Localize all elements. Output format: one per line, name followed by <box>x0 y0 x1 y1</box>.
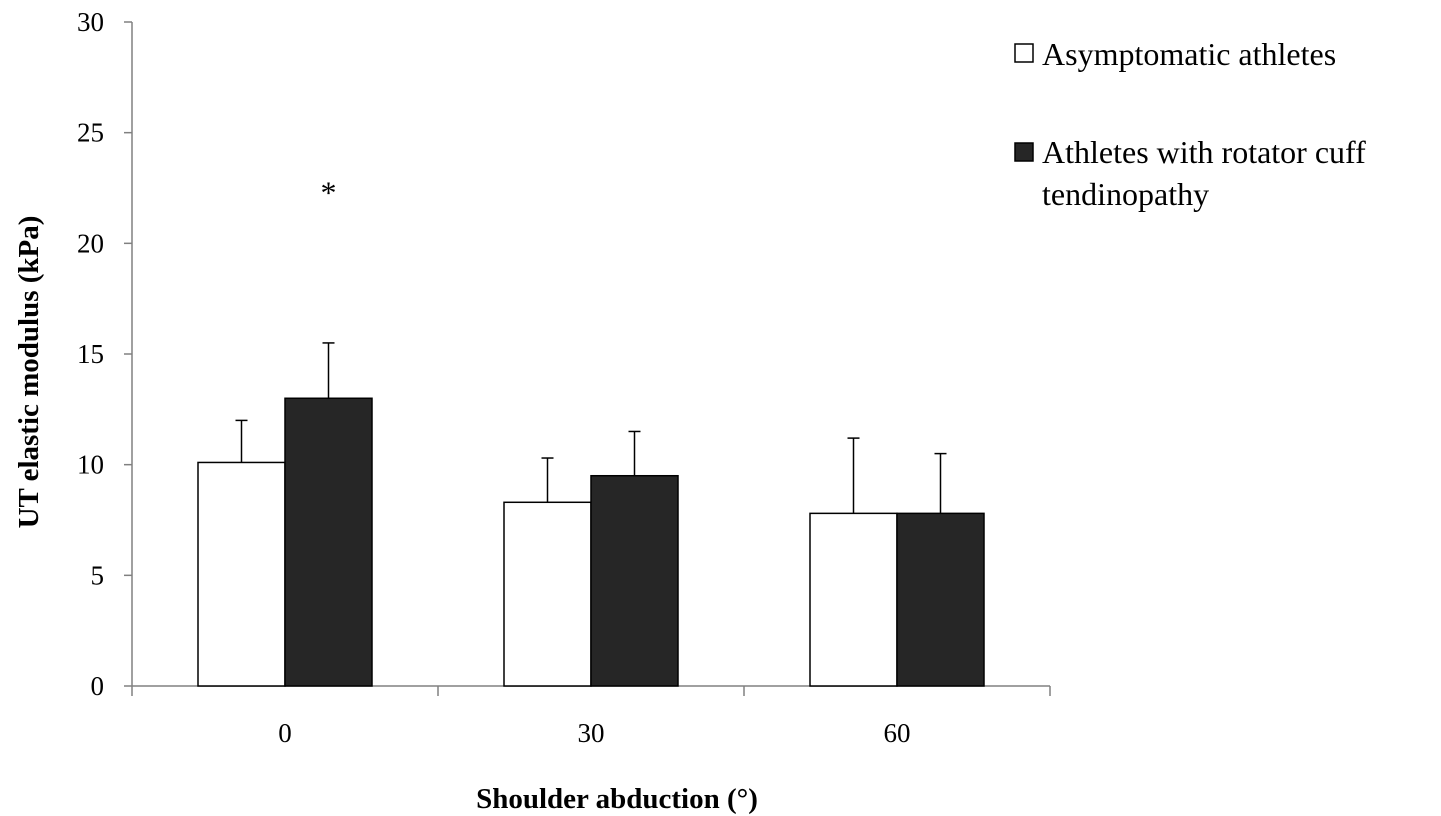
x-tick-label: 0 <box>278 718 292 748</box>
y-tick-label: 5 <box>91 560 105 590</box>
bars-group <box>197 397 985 687</box>
bar-tendinopathy-30 <box>590 474 679 687</box>
y-axis-title: UT elastic modulus (kPa) <box>13 216 45 529</box>
x-axis-title: Shoulder abduction (°) <box>476 783 758 815</box>
x-tick-label: 60 <box>884 718 911 748</box>
error-bars-group <box>235 342 947 514</box>
legend: Asymptomatic athletes Athletes with rota… <box>1014 36 1366 212</box>
y-tick-label: 0 <box>91 671 105 701</box>
bar-asymptomatic-60 <box>809 512 898 687</box>
legend-label-asymptomatic: Asymptomatic athletes <box>1042 36 1336 72</box>
bar-asymptomatic-0 <box>197 461 286 687</box>
annotations-group: * <box>321 174 337 210</box>
y-tick-label: 15 <box>77 339 104 369</box>
y-tick-label: 10 <box>77 450 104 480</box>
legend-swatch-asymptomatic <box>1014 43 1034 63</box>
x-tick-label: 30 <box>578 718 605 748</box>
bar-tendinopathy-0 <box>284 397 373 687</box>
significance-asterisk: * <box>321 174 337 210</box>
bar-tendinopathy-60 <box>896 512 985 687</box>
legend-label-tendinopathy-line-1: Athletes with rotator cuff <box>1042 134 1366 170</box>
tick-labels-group: 0 5 10 15 20 25 30 0 30 60 <box>77 7 911 748</box>
y-tick-label: 30 <box>77 7 104 37</box>
legend-swatch-tendinopathy <box>1014 142 1034 162</box>
bar-asymptomatic-30 <box>503 501 592 687</box>
legend-label-tendinopathy-line-2: tendinopathy <box>1042 176 1209 212</box>
y-tick-label: 20 <box>77 228 104 258</box>
y-tick-label: 25 <box>77 118 104 148</box>
